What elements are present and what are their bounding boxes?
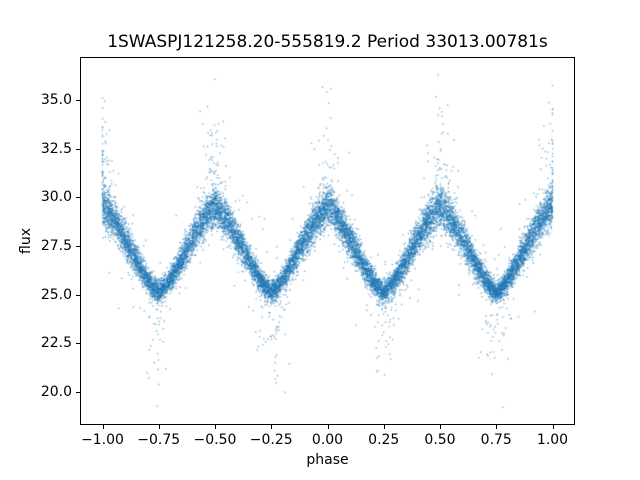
y-tick-mark bbox=[76, 148, 80, 150]
x-tick-label: 0.75 bbox=[480, 432, 512, 448]
y-tick-label: 35.0 bbox=[40, 91, 72, 108]
x-tick-mark bbox=[496, 425, 498, 429]
y-tick-mark bbox=[76, 294, 80, 296]
x-tick-mark bbox=[271, 425, 273, 429]
y-tick-label: 27.5 bbox=[40, 237, 72, 254]
y-tick-mark bbox=[76, 197, 80, 199]
y-tick-label: 30.0 bbox=[40, 189, 72, 206]
x-tick-label: 1.00 bbox=[536, 432, 569, 448]
x-tick-label: 0.50 bbox=[424, 432, 456, 448]
y-tick-label: 25.0 bbox=[40, 286, 72, 303]
x-tick-label: −0.50 bbox=[193, 432, 237, 448]
x-tick-mark bbox=[383, 425, 385, 429]
x-axis-label: phase bbox=[306, 452, 349, 468]
y-tick-mark bbox=[76, 343, 80, 345]
y-tick-mark bbox=[76, 391, 80, 393]
scatter-plot-area bbox=[80, 57, 575, 425]
x-tick-mark bbox=[158, 425, 160, 429]
x-tick-label: 0.25 bbox=[368, 432, 400, 448]
y-axis-label: flux bbox=[18, 228, 34, 254]
x-tick-mark bbox=[440, 425, 441, 429]
x-tick-mark bbox=[327, 425, 329, 429]
x-tick-mark bbox=[102, 425, 104, 429]
y-tick-label: 22.5 bbox=[40, 335, 72, 352]
x-tick-mark bbox=[215, 425, 216, 429]
y-tick-mark bbox=[76, 99, 80, 101]
x-tick-label: −1.00 bbox=[81, 432, 124, 448]
y-tick-mark bbox=[76, 245, 80, 247]
x-tick-label: 0.00 bbox=[311, 432, 344, 448]
x-tick-mark bbox=[552, 425, 554, 429]
plot-title: 1SWASPJ121258.20-555819.2 Period 33013.0… bbox=[107, 32, 548, 52]
y-tick-label: 32.5 bbox=[40, 140, 72, 157]
x-tick-label: −0.75 bbox=[137, 432, 181, 448]
y-tick-label: 20.0 bbox=[40, 383, 72, 400]
x-tick-label: −0.25 bbox=[249, 432, 293, 448]
